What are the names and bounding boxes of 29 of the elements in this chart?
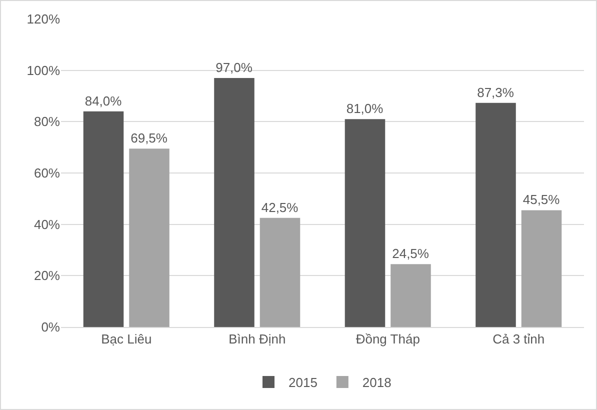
y-tick-label: 120%	[26, 12, 60, 27]
x-tick-label: Đồng Tháp	[356, 332, 420, 347]
legend-label: 2015	[288, 375, 318, 390]
bar	[214, 78, 254, 327]
y-tick-label: 20%	[34, 268, 60, 284]
x-tick-label: Bạc Liêu	[101, 332, 152, 347]
y-tick-label: 100%	[26, 62, 60, 78]
data-label: 87,3%	[477, 84, 514, 100]
bar	[521, 210, 562, 327]
y-tick-label: 60%	[34, 166, 60, 181]
x-tick-label: Bình Định	[228, 332, 286, 347]
data-label: 81,0%	[346, 101, 384, 116]
bar	[344, 119, 386, 327]
data-label: 84,0%	[84, 93, 122, 108]
bar	[83, 111, 124, 327]
y-tick-label: 40%	[34, 216, 60, 232]
y-tick-label: 0%	[41, 320, 60, 335]
data-label: 42,5%	[261, 200, 299, 215]
y-tick-label: 80%	[34, 114, 60, 130]
bar	[476, 102, 516, 327]
bar	[390, 264, 431, 327]
legend-label: 2018	[362, 375, 392, 390]
data-label: 24,5%	[392, 246, 430, 262]
bar	[260, 218, 300, 327]
data-label: 45,5%	[522, 192, 560, 208]
data-label: 69,5%	[130, 130, 168, 146]
bar	[129, 148, 170, 327]
data-label: 97,0%	[216, 60, 253, 76]
x-tick-label: Cả 3 tỉnh	[492, 332, 545, 347]
